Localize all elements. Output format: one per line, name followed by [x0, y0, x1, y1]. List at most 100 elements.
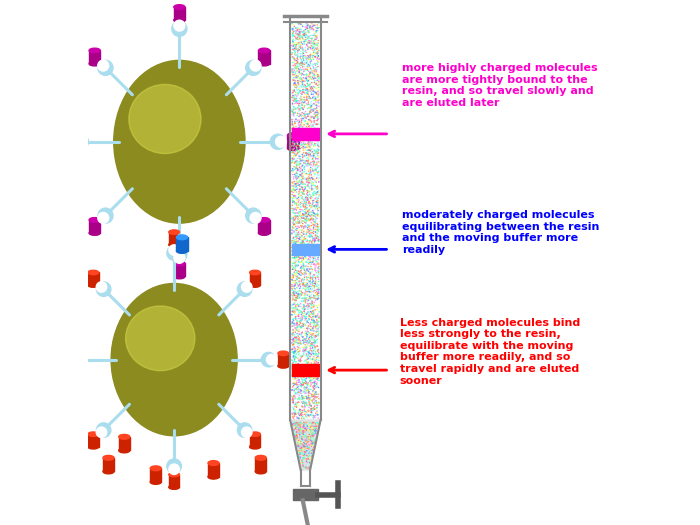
Point — [309, 379, 320, 387]
Point — [313, 92, 324, 101]
Point — [286, 280, 297, 289]
Point — [300, 65, 311, 74]
Point — [304, 282, 315, 290]
Point — [291, 142, 302, 150]
Point — [300, 110, 311, 119]
Point — [304, 208, 315, 216]
Point — [301, 460, 312, 469]
Point — [307, 299, 318, 307]
Point — [299, 32, 310, 40]
Point — [291, 143, 302, 152]
Point — [296, 115, 307, 123]
Point — [295, 128, 306, 136]
Point — [303, 348, 314, 356]
Point — [287, 363, 298, 371]
Point — [300, 437, 312, 446]
Point — [301, 86, 312, 94]
Point — [287, 272, 298, 281]
Bar — [258, 50, 270, 64]
Point — [305, 295, 316, 303]
Point — [304, 270, 316, 279]
Point — [309, 359, 320, 368]
Point — [290, 246, 301, 255]
Point — [298, 262, 309, 271]
Point — [309, 129, 320, 137]
Point — [304, 205, 316, 213]
Point — [295, 114, 307, 123]
Point — [296, 447, 307, 455]
Point — [303, 351, 314, 359]
Point — [300, 32, 312, 40]
Point — [309, 142, 320, 151]
Point — [310, 256, 321, 264]
Point — [304, 313, 315, 322]
Point — [309, 165, 321, 174]
Point — [304, 146, 315, 155]
Point — [310, 280, 321, 288]
Point — [301, 120, 312, 128]
Point — [293, 121, 304, 130]
Point — [291, 83, 302, 92]
Point — [301, 140, 312, 149]
Point — [300, 210, 311, 218]
Point — [298, 142, 309, 151]
Point — [296, 45, 307, 53]
Point — [305, 372, 316, 381]
Point — [294, 68, 305, 76]
Point — [309, 36, 320, 45]
Point — [304, 329, 315, 337]
Point — [299, 80, 310, 89]
Point — [304, 176, 316, 185]
Point — [298, 348, 309, 356]
Point — [304, 198, 315, 207]
Point — [303, 350, 314, 359]
Point — [290, 192, 301, 201]
Point — [288, 350, 300, 358]
Point — [306, 67, 317, 75]
Point — [307, 198, 318, 207]
Point — [293, 403, 304, 411]
Point — [290, 68, 301, 76]
Point — [288, 41, 299, 49]
Point — [295, 211, 307, 219]
Point — [297, 217, 308, 225]
Point — [302, 401, 313, 409]
Point — [299, 275, 310, 284]
Point — [286, 339, 297, 347]
Circle shape — [250, 60, 261, 71]
Ellipse shape — [256, 469, 266, 474]
Point — [295, 355, 306, 364]
Point — [308, 48, 319, 56]
Point — [288, 155, 300, 163]
Point — [288, 127, 299, 135]
Point — [307, 239, 318, 247]
Point — [313, 162, 324, 170]
Point — [313, 187, 324, 195]
Point — [308, 82, 319, 91]
Point — [288, 144, 300, 152]
Point — [293, 107, 304, 115]
Point — [298, 77, 309, 85]
Point — [302, 422, 313, 430]
Point — [296, 435, 307, 443]
Point — [295, 25, 306, 34]
Point — [290, 362, 301, 371]
Point — [312, 342, 323, 351]
Point — [294, 453, 305, 461]
Point — [293, 291, 304, 300]
Point — [296, 118, 307, 127]
Point — [310, 428, 321, 436]
Point — [300, 336, 312, 344]
Point — [308, 346, 319, 354]
Point — [300, 335, 311, 343]
Point — [313, 286, 324, 294]
Point — [286, 133, 297, 142]
Point — [287, 53, 298, 61]
Point — [310, 35, 321, 44]
Point — [290, 176, 302, 185]
Point — [287, 18, 298, 26]
Point — [309, 68, 320, 77]
Point — [294, 129, 305, 137]
Point — [313, 394, 324, 403]
Point — [307, 343, 318, 352]
